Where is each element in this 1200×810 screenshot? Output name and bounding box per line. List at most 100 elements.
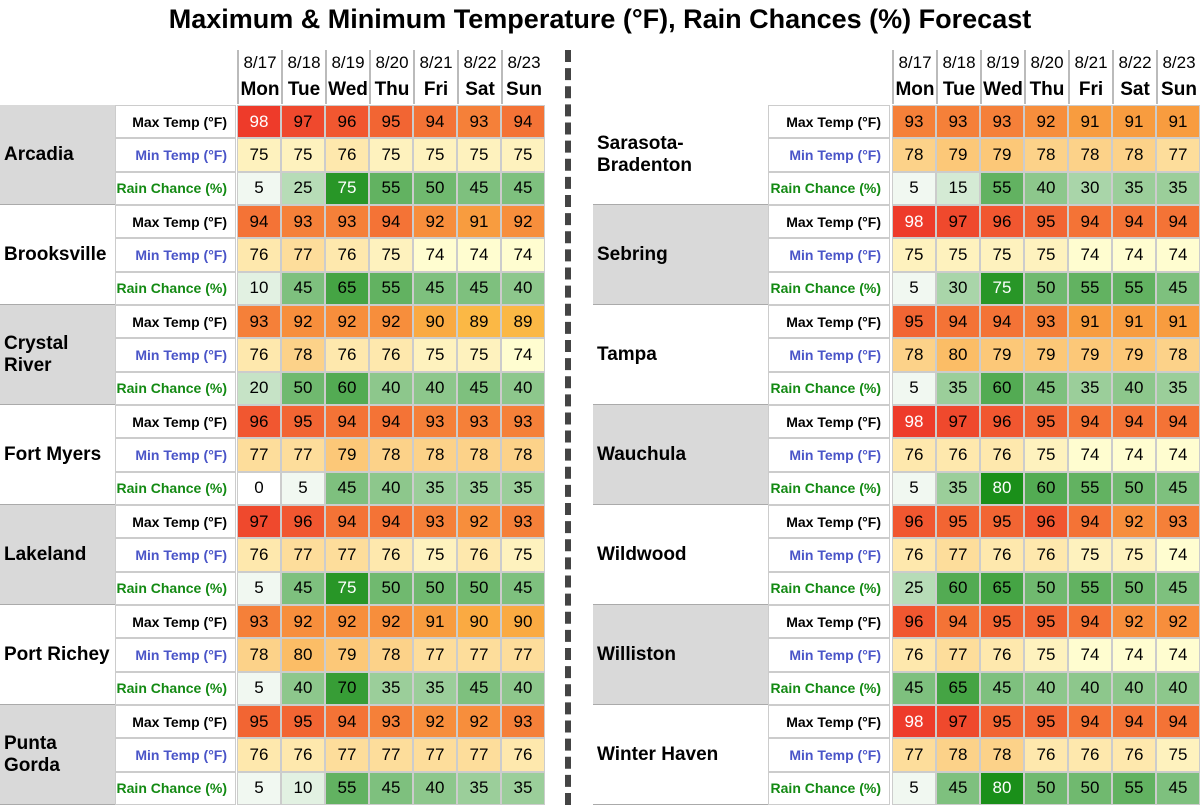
forecast-cell: 94 xyxy=(325,405,369,439)
forecast-cell: 92 xyxy=(501,205,545,239)
forecast-cell: 50 xyxy=(1112,471,1156,505)
row-label: Max Temp (°F) xyxy=(768,505,890,539)
forecast-cell: 91 xyxy=(1112,105,1156,139)
date-header: 8/19 xyxy=(980,50,1024,76)
forecast-cell: 77 xyxy=(325,738,369,772)
forecast-cell: 79 xyxy=(325,438,369,472)
row-label: Max Temp (°F) xyxy=(115,305,236,339)
forecast-cell: 95 xyxy=(892,305,936,339)
forecast-cell: 93 xyxy=(1024,305,1068,339)
forecast-cell: 94 xyxy=(1068,605,1112,639)
forecast-cell: 95 xyxy=(369,105,413,139)
forecast-cell: 78 xyxy=(369,438,413,472)
forecast-cell: 75 xyxy=(325,571,369,605)
day-header: Tue xyxy=(281,76,325,104)
row-label: Min Temp (°F) xyxy=(115,238,236,272)
forecast-cell: 50 xyxy=(1024,571,1068,605)
forecast-cell: 93 xyxy=(325,205,369,239)
forecast-cell: 76 xyxy=(237,338,281,372)
forecast-cell: 78 xyxy=(413,438,457,472)
forecast-cell: 40 xyxy=(1156,671,1200,705)
forecast-cell: 35 xyxy=(1068,371,1112,405)
row-label: Min Temp (°F) xyxy=(115,438,236,472)
forecast-cell: 97 xyxy=(936,205,980,239)
forecast-cell: 91 xyxy=(1156,105,1200,139)
forecast-cell: 90 xyxy=(413,305,457,339)
forecast-cell: 94 xyxy=(237,205,281,239)
forecast-cell: 5 xyxy=(237,771,281,805)
forecast-cell: 65 xyxy=(325,271,369,305)
forecast-cell: 75 xyxy=(1112,538,1156,572)
forecast-cell: 94 xyxy=(369,205,413,239)
forecast-cell: 93 xyxy=(892,105,936,139)
forecast-cell: 74 xyxy=(1156,238,1200,272)
day-header: Tue xyxy=(936,76,980,104)
forecast-cell: 96 xyxy=(892,505,936,539)
day-header: Sun xyxy=(501,76,545,104)
forecast-cell: 92 xyxy=(457,505,501,539)
forecast-cell: 94 xyxy=(1068,405,1112,439)
forecast-cell: 94 xyxy=(1068,505,1112,539)
forecast-cell: 76 xyxy=(325,238,369,272)
forecast-cell: 94 xyxy=(413,105,457,139)
forecast-cell: 92 xyxy=(325,605,369,639)
forecast-cell: 95 xyxy=(1024,705,1068,739)
row-label: Min Temp (°F) xyxy=(115,638,236,672)
forecast-cell: 92 xyxy=(281,605,325,639)
forecast-cell: 94 xyxy=(1112,405,1156,439)
city-name: Port Richey xyxy=(0,605,115,705)
forecast-cell: 89 xyxy=(457,305,501,339)
forecast-cell: 45 xyxy=(980,671,1024,705)
forecast-cell: 76 xyxy=(892,438,936,472)
forecast-cell: 50 xyxy=(281,371,325,405)
forecast-cell: 60 xyxy=(936,571,980,605)
forecast-cell: 77 xyxy=(457,738,501,772)
forecast-cell: 77 xyxy=(325,538,369,572)
forecast-cell: 75 xyxy=(1024,238,1068,272)
day-header: Mon xyxy=(892,76,936,104)
forecast-cell: 95 xyxy=(1024,405,1068,439)
forecast-cell: 77 xyxy=(413,638,457,672)
forecast-cell: 45 xyxy=(1156,771,1200,805)
forecast-cell: 35 xyxy=(1156,171,1200,205)
city-name: Lakeland xyxy=(0,505,115,605)
forecast-cell: 77 xyxy=(281,438,325,472)
forecast-cell: 74 xyxy=(413,238,457,272)
forecast-cell: 76 xyxy=(1024,538,1068,572)
day-header: Sat xyxy=(1112,76,1156,104)
forecast-cell: 40 xyxy=(1024,671,1068,705)
forecast-cell: 94 xyxy=(1068,705,1112,739)
forecast-cell: 35 xyxy=(413,671,457,705)
row-label: Max Temp (°F) xyxy=(768,105,890,139)
forecast-cell: 80 xyxy=(980,471,1024,505)
date-header: 8/18 xyxy=(936,50,980,76)
forecast-cell: 40 xyxy=(501,371,545,405)
forecast-cell: 95 xyxy=(936,505,980,539)
date-header: 8/19 xyxy=(325,50,369,76)
forecast-cell: 35 xyxy=(1112,171,1156,205)
day-header: Sat xyxy=(457,76,501,104)
forecast-cell: 40 xyxy=(369,371,413,405)
forecast-cell: 77 xyxy=(501,638,545,672)
forecast-cell: 75 xyxy=(501,538,545,572)
forecast-cell: 94 xyxy=(936,605,980,639)
forecast-cell: 94 xyxy=(369,405,413,439)
forecast-cell: 94 xyxy=(325,505,369,539)
forecast-cell: 74 xyxy=(1068,238,1112,272)
forecast-cell: 45 xyxy=(892,671,936,705)
forecast-cell: 80 xyxy=(980,771,1024,805)
forecast-cell: 10 xyxy=(237,271,281,305)
day-header: Fri xyxy=(413,76,457,104)
row-label: Rain Chance (%) xyxy=(768,271,890,305)
forecast-cell: 75 xyxy=(237,138,281,172)
forecast-cell: 78 xyxy=(501,438,545,472)
forecast-cell: 74 xyxy=(501,238,545,272)
forecast-cell: 55 xyxy=(1068,471,1112,505)
row-label: Min Temp (°F) xyxy=(768,638,890,672)
forecast-cell: 78 xyxy=(1156,338,1200,372)
forecast-cell: 40 xyxy=(501,671,545,705)
forecast-cell: 35 xyxy=(369,671,413,705)
forecast-cell: 94 xyxy=(1068,205,1112,239)
forecast-cell: 76 xyxy=(237,738,281,772)
forecast-cell: 74 xyxy=(1112,438,1156,472)
